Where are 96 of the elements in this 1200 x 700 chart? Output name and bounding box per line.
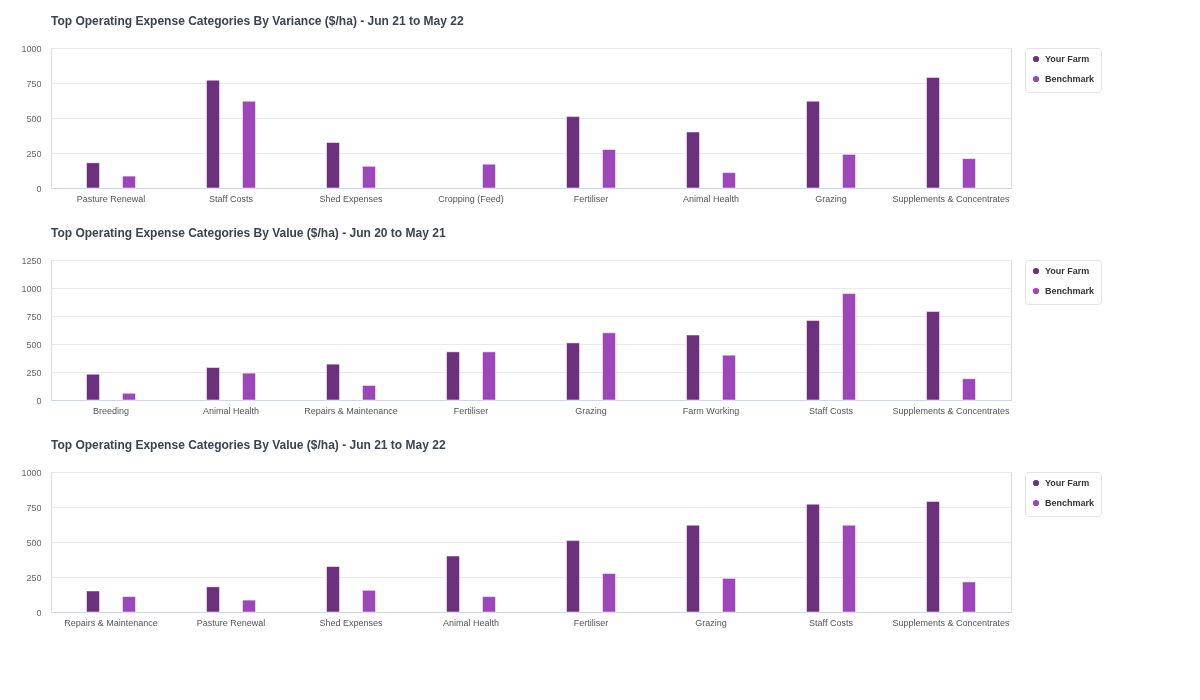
bar [482, 596, 496, 613]
bar [926, 311, 940, 401]
x-tick-label: Shed Expenses [319, 617, 384, 628]
bar [962, 378, 976, 401]
bar [446, 555, 460, 613]
bar [926, 501, 940, 613]
y-tick-label: 500 [26, 339, 42, 350]
bar [206, 79, 220, 189]
legend-label: Benchmark [1045, 498, 1096, 508]
y-tick-label: 0 [36, 607, 42, 618]
bar [86, 162, 100, 189]
bar [566, 116, 580, 189]
x-tick-label: Staff Costs [809, 405, 854, 416]
y-tick-label: 1000 [21, 467, 42, 478]
y-tick-label: 750 [26, 78, 42, 89]
bar [962, 581, 976, 613]
chart-title: Top Operating Expense Categories By Value ($/ha) - Jun 21 to May 22 [51, 438, 446, 452]
x-tick-label: Supplements & Concentrates [892, 617, 1011, 628]
bar [842, 293, 856, 401]
y-tick-label: 250 [26, 367, 42, 378]
bar [806, 503, 820, 613]
bar [206, 586, 220, 613]
x-tick-label: Supplements & Concentrates [892, 193, 1011, 204]
y-tick-label: 1000 [21, 283, 42, 294]
x-tick-label: Supplements & Concentrates [892, 405, 1011, 416]
chart-title: Top Operating Expense Categories By Variance ($/ha) - Jun 21 to May 22 [51, 14, 464, 28]
bar [686, 334, 700, 401]
bar [806, 320, 820, 401]
x-tick-label: Shed Expenses [319, 193, 384, 204]
x-tick-label: Repairs & Maintenance [304, 405, 398, 416]
legend-label: Benchmark [1045, 74, 1096, 84]
bar [362, 385, 376, 401]
bar [566, 540, 580, 613]
bar [842, 154, 856, 189]
bar [842, 524, 856, 613]
bar [86, 373, 100, 401]
bar [242, 599, 256, 613]
x-tick-label: Grazing [815, 193, 847, 204]
bar [926, 77, 940, 189]
bar [446, 351, 460, 401]
y-tick-label: 500 [26, 537, 42, 548]
bar [326, 566, 340, 613]
y-tick-label: 250 [26, 572, 42, 583]
bar [326, 142, 340, 189]
x-tick-label: Animal Health [442, 617, 500, 628]
bar [602, 149, 616, 189]
legend-label: Benchmark [1045, 286, 1096, 296]
bar [326, 363, 340, 401]
bar [722, 354, 736, 401]
bar [962, 158, 976, 189]
y-tick-label: 750 [26, 311, 42, 322]
bar [722, 172, 736, 189]
x-tick-label: Fertiliser [573, 193, 609, 204]
y-tick-label: 0 [36, 183, 42, 194]
x-tick-label: Animal Health [202, 405, 260, 416]
chart-title: Top Operating Expense Categories By Value ($/ha) - Jun 20 to May 21 [51, 226, 446, 240]
bar [122, 393, 136, 401]
x-tick-label: Grazing [695, 617, 727, 628]
x-tick-label: Pasture Renewal [76, 193, 146, 204]
x-tick-label: Animal Health [682, 193, 740, 204]
bar [602, 573, 616, 613]
x-tick-label: Staff Costs [809, 617, 854, 628]
x-tick-label: Grazing [575, 405, 607, 416]
bar [362, 166, 376, 189]
x-tick-label: Repairs & Maintenance [64, 617, 158, 628]
x-tick-label: Staff Costs [209, 193, 254, 204]
bar [566, 342, 580, 401]
bar [122, 596, 136, 613]
bar [686, 524, 700, 613]
x-tick-label: Cropping (Feed) [438, 193, 504, 204]
x-tick-label: Pasture Renewal [196, 617, 266, 628]
y-tick-label: 1250 [21, 255, 42, 266]
bar [242, 100, 256, 189]
x-tick-label: Fertiliser [453, 405, 489, 416]
y-tick-label: 250 [26, 148, 42, 159]
bar [686, 131, 700, 189]
bar [722, 578, 736, 613]
bar [482, 163, 496, 189]
bar [362, 590, 376, 613]
legend-label: Your Farm [1045, 54, 1090, 64]
bar [206, 367, 220, 401]
y-tick-label: 500 [26, 113, 42, 124]
bar [482, 351, 496, 401]
bar [86, 590, 100, 613]
x-tick-label: Farm Working [682, 405, 740, 416]
bar [602, 332, 616, 401]
bar [242, 372, 256, 401]
bar [122, 175, 136, 189]
legend-label: Your Farm [1045, 478, 1090, 488]
y-tick-label: 0 [36, 395, 42, 406]
x-tick-label: Breeding [92, 405, 130, 416]
y-tick-label: 1000 [21, 43, 42, 54]
legend-label: Your Farm [1045, 266, 1090, 276]
bar [806, 100, 820, 189]
y-tick-label: 750 [26, 502, 42, 513]
x-tick-label: Fertiliser [573, 617, 609, 628]
